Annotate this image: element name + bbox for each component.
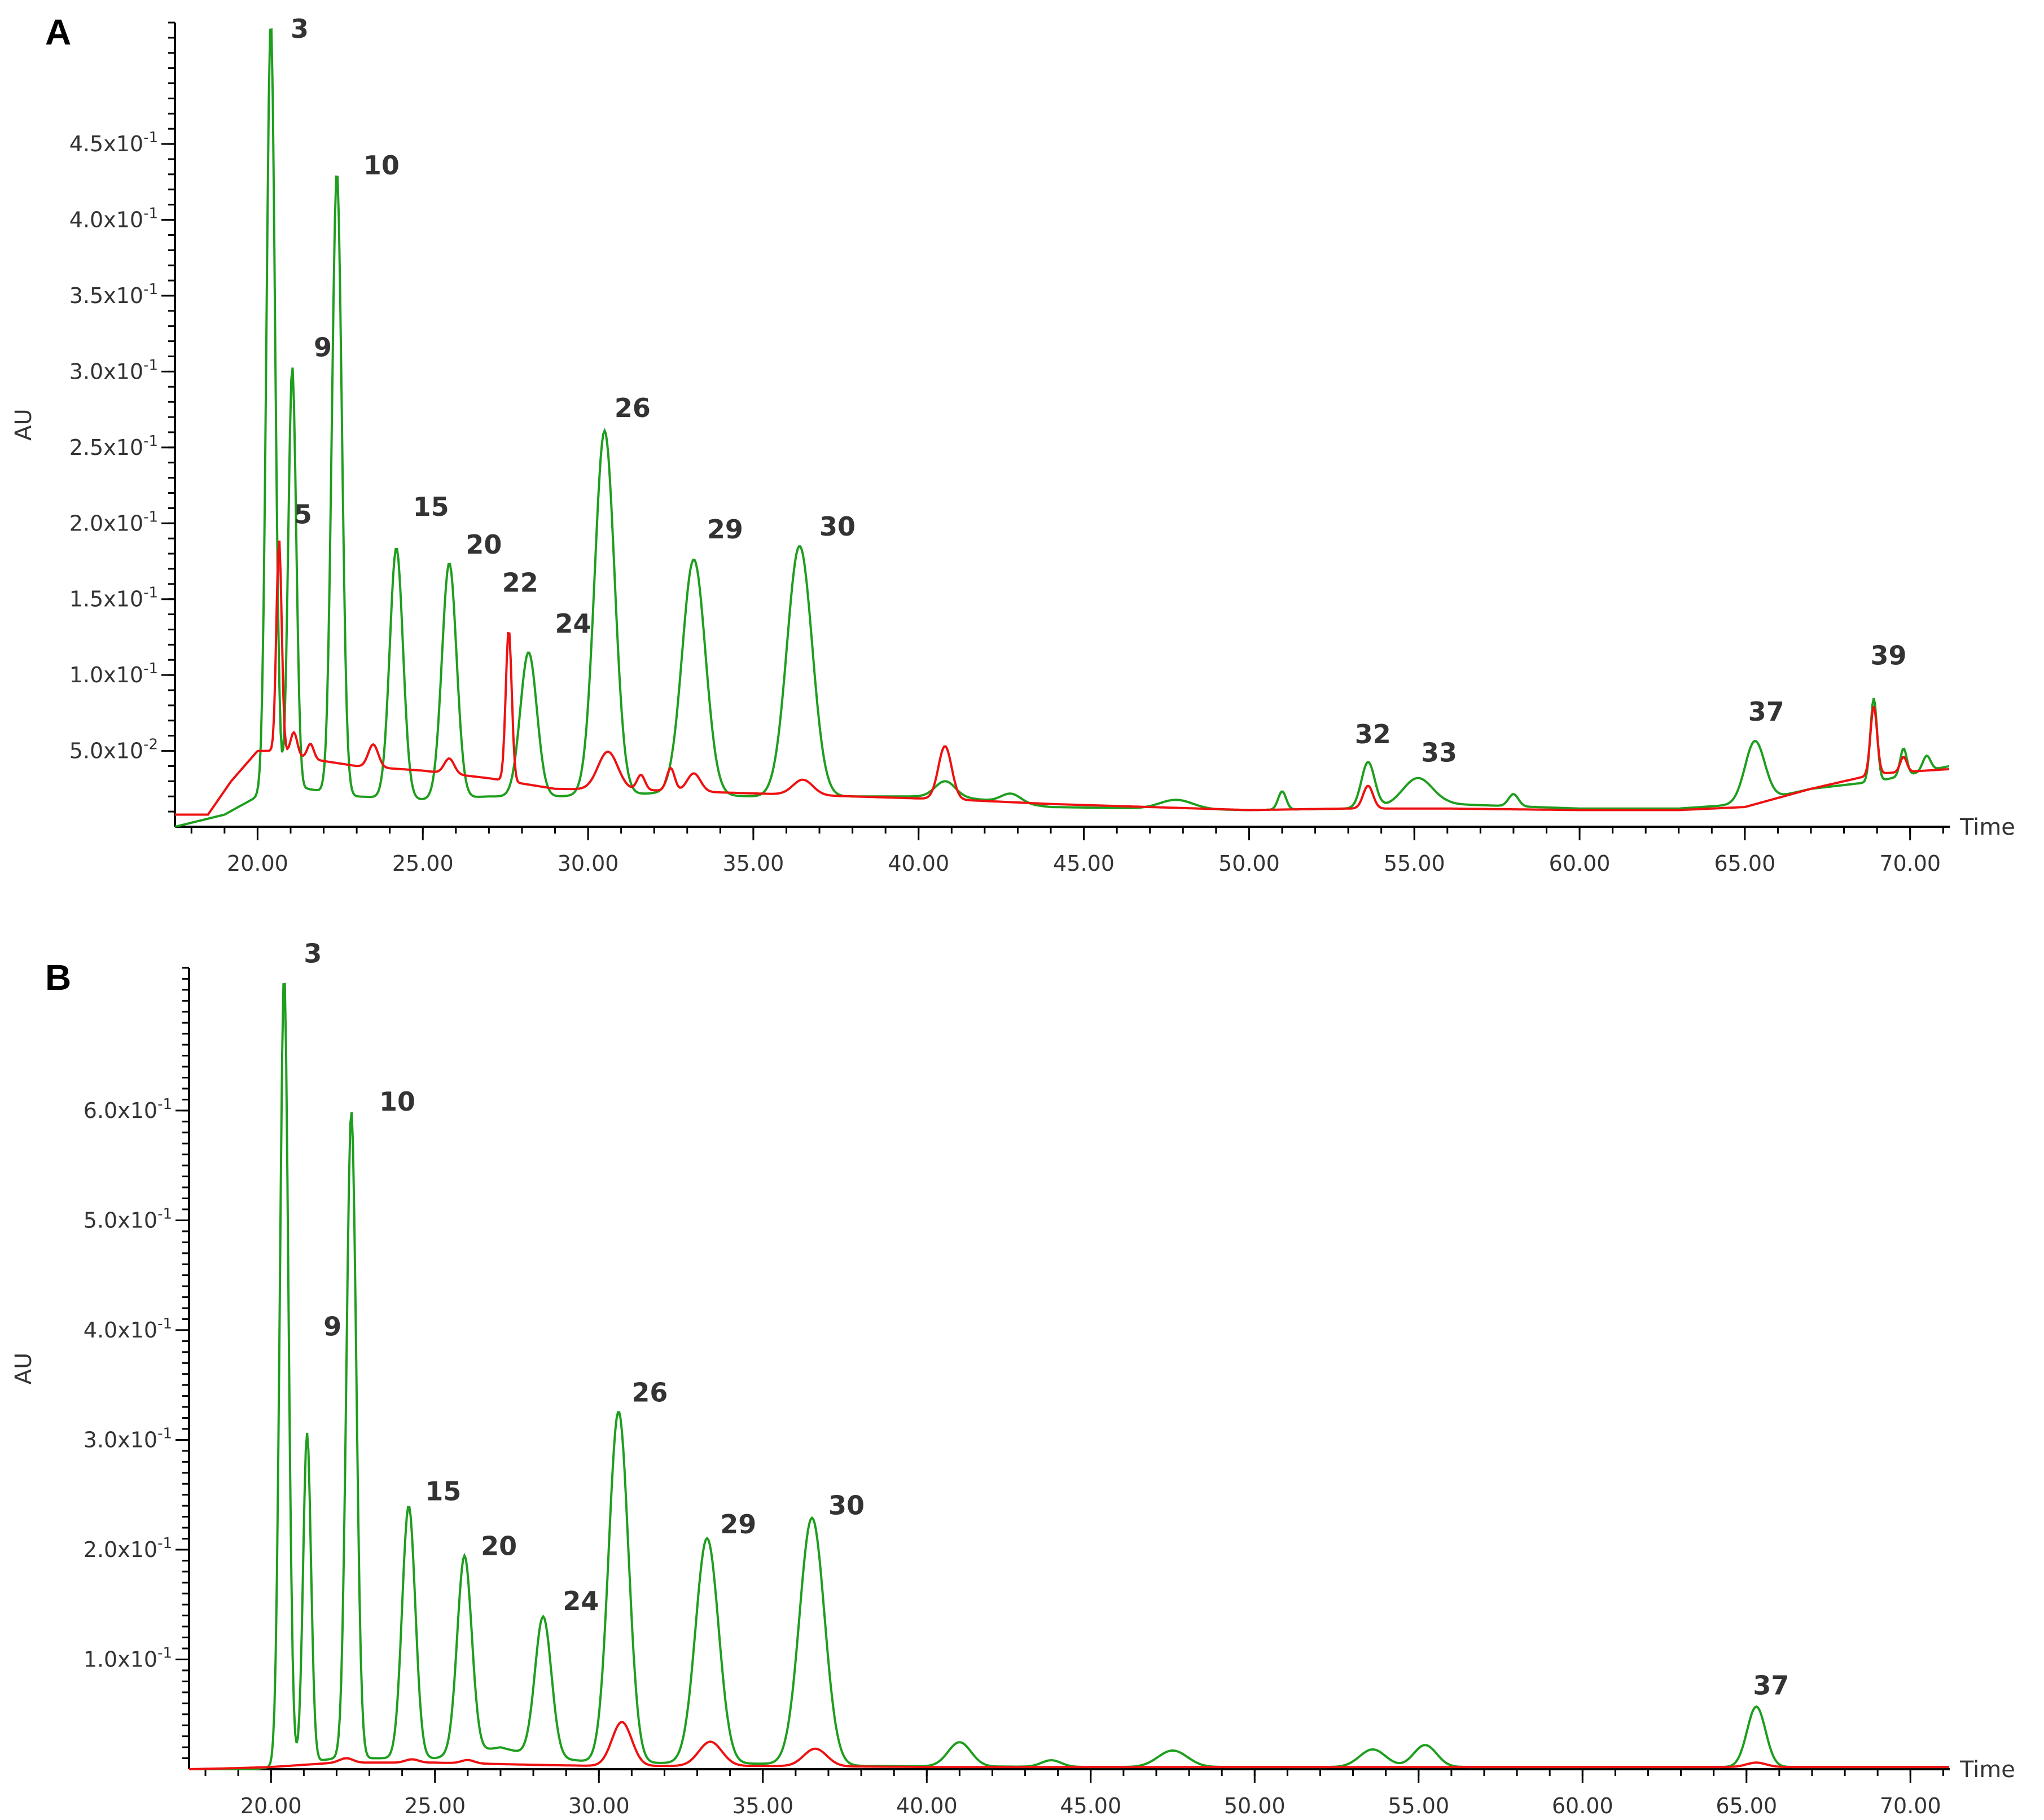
peak-label-15: 15	[413, 492, 449, 522]
series-red-line	[188, 1721, 1949, 1770]
peak-label-30: 30	[828, 1490, 865, 1521]
x-tick-label: 65.00	[1716, 1793, 1777, 1818]
peak-label-5: 5	[294, 499, 312, 529]
x-tick-label: 45.00	[1053, 851, 1115, 876]
peak-label-37: 37	[1748, 696, 1784, 727]
peak-label-20: 20	[466, 529, 502, 560]
peak-label-37: 37	[1753, 1670, 1789, 1701]
x-tick-label: 20.00	[240, 1793, 302, 1818]
series-green-line	[174, 28, 1950, 828]
panel-a-letter: A	[45, 12, 72, 52]
x-tick-label: 60.00	[1552, 1793, 1613, 1818]
x-tick-label: 70.00	[1880, 1793, 1941, 1818]
y-axis-label: AU	[11, 409, 37, 441]
x-tick-label: 60.00	[1549, 851, 1611, 876]
peak-label-29: 29	[707, 514, 743, 545]
y-tick-label: 6.0x10-1	[84, 1096, 172, 1123]
x-tick-label: 50.00	[1218, 851, 1280, 876]
peak-label-9: 9	[314, 332, 332, 363]
x-tick-label: 20.00	[227, 851, 288, 876]
y-tick-label: 2.5x10-1	[69, 433, 158, 460]
x-tick-label: 30.00	[568, 1793, 630, 1818]
panel-b-letter: B	[45, 957, 72, 998]
y-tick-label: 1.0x10-1	[84, 1644, 172, 1672]
x-axis-label: Time	[1959, 1757, 2015, 1783]
x-tick-label: 65.00	[1714, 851, 1775, 876]
x-tick-label: 30.00	[558, 851, 619, 876]
peak-label-22: 22	[502, 567, 538, 598]
peak-label-33: 33	[1421, 737, 1457, 768]
peak-label-3: 3	[304, 938, 322, 968]
peak-label-26: 26	[631, 1377, 668, 1407]
y-tick-label: 1.5x10-1	[69, 585, 158, 612]
y-tick-label: 4.5x10-1	[69, 129, 158, 156]
y-tick-label: 5.0x10-2	[69, 736, 158, 764]
x-tick-label: 45.00	[1060, 1793, 1121, 1818]
peak-label-32: 32	[1355, 719, 1391, 749]
x-tick-label: 40.00	[896, 1793, 958, 1818]
chromatogram-panel-a: 20.00 25.00 30.00 35.00 40.00 45.00 50.00 55.00…	[0, 0, 2044, 903]
series-red-line	[175, 540, 1949, 816]
peak-label-3: 3	[291, 14, 309, 44]
y-tick-label: 3.0x10-1	[84, 1425, 172, 1452]
chromatogram-panel-b: 20.00 25.00 30.00 35.00 40.00 45.00 50.00 55.00…	[0, 931, 2044, 1820]
y-tick-label: 2.0x10-1	[84, 1535, 172, 1562]
peak-label-29: 29	[720, 1509, 756, 1540]
x-tick-label: 35.00	[723, 851, 784, 876]
x-tick-label: 55.00	[1388, 1793, 1449, 1818]
x-tick-label: 70.00	[1879, 851, 1941, 876]
y-tick-label: 3.0x10-1	[69, 357, 158, 384]
y-tick-label: 2.0x10-1	[69, 508, 158, 536]
y-tick-label: 4.0x10-1	[84, 1315, 172, 1343]
peak-label-26: 26	[615, 393, 651, 423]
x-tick-label: 25.00	[392, 851, 454, 876]
series-green-line	[189, 983, 1949, 1770]
y-tick-label: 1.0x10-1	[69, 660, 158, 687]
chromatogram-b-plot: 20.00 25.00 30.00 35.00 40.00 45.00 50.00 55.00…	[11, 938, 2015, 1818]
peak-label-24: 24	[555, 608, 591, 639]
y-tick-label: 5.0x10-1	[84, 1205, 172, 1233]
peak-label-10: 10	[363, 150, 400, 181]
peak-label-9: 9	[323, 1312, 341, 1342]
x-tick-label: 55.00	[1384, 851, 1445, 876]
y-tick-label: 3.5x10-1	[69, 281, 158, 308]
chromatogram-a-plot: 20.00 25.00 30.00 35.00 40.00 45.00 50.00 55.00…	[11, 14, 2015, 876]
x-tick-label: 35.00	[732, 1793, 793, 1818]
peak-label-15: 15	[425, 1476, 461, 1506]
x-tick-label: 25.00	[404, 1793, 466, 1818]
peak-label-10: 10	[379, 1086, 415, 1117]
x-tick-label: 40.00	[888, 851, 949, 876]
peak-label-24: 24	[563, 1586, 599, 1616]
peak-label-39: 39	[1870, 640, 1906, 670]
y-tick-label: 4.0x10-1	[69, 205, 158, 233]
peak-label-30: 30	[819, 511, 856, 542]
peak-label-20: 20	[481, 1531, 517, 1562]
x-axis-label: Time	[1959, 814, 2015, 840]
x-tick-label: 50.00	[1224, 1793, 1286, 1818]
y-axis-label: AU	[11, 1353, 37, 1385]
